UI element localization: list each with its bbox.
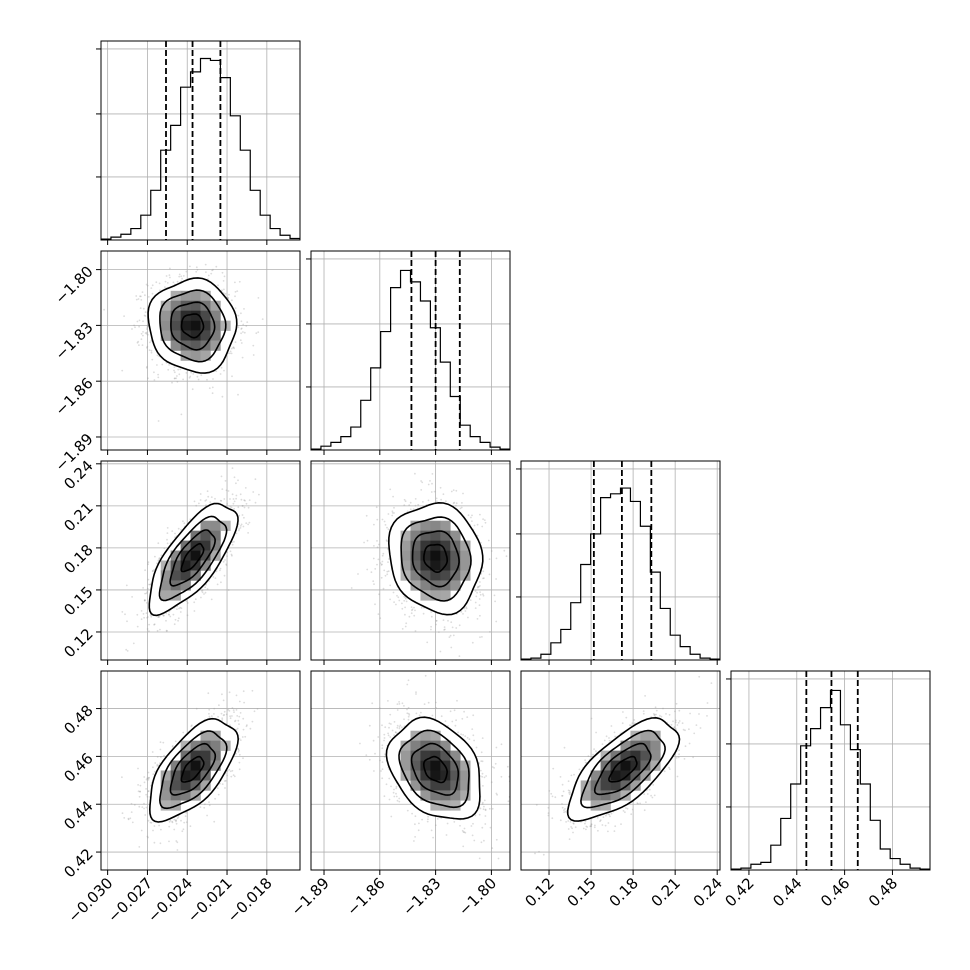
y-tick-label: −1.80 <box>51 263 96 308</box>
density-contour <box>147 277 238 374</box>
panel-frame <box>520 460 721 661</box>
density-contour <box>398 729 470 809</box>
panel-frame <box>310 250 511 451</box>
x-tick-label: −0.018 <box>224 874 276 926</box>
density-contour <box>423 543 448 574</box>
panel-3-3 <box>726 670 931 875</box>
density-contour <box>593 742 652 796</box>
histogram-bars <box>521 487 720 660</box>
x-tick-label: 0.18 <box>606 874 642 910</box>
panel-3-1 <box>310 670 511 875</box>
x-tick-label: −1.86 <box>343 874 388 919</box>
panel-3-0 <box>96 670 301 875</box>
x-tick-label: 0.42 <box>721 874 757 910</box>
x-tick-label: −1.80 <box>455 874 500 919</box>
density-contour <box>180 755 205 783</box>
x-tick-label: 0.21 <box>648 874 684 910</box>
panel-frame <box>520 670 721 871</box>
panel-frame <box>310 670 511 871</box>
density-contour <box>148 502 239 617</box>
panel-2-0 <box>96 460 301 665</box>
panel-frame <box>100 460 301 661</box>
density-contour <box>169 529 216 587</box>
panel-0-0 <box>96 40 301 245</box>
y-tick-label: 0.18 <box>60 541 96 577</box>
density-contour <box>385 716 481 820</box>
x-tick-label: 0.12 <box>522 874 558 910</box>
x-tick-label: 0.24 <box>690 874 726 910</box>
density-contour <box>158 515 228 602</box>
x-tick-label: 0.48 <box>865 874 901 910</box>
panel-frame <box>310 460 511 661</box>
density-contour <box>169 742 217 796</box>
corner-panels <box>96 40 931 875</box>
y-tick-label: −1.86 <box>51 374 96 419</box>
density-contour <box>159 289 227 363</box>
density-contour <box>180 313 205 339</box>
density-contour <box>180 542 205 573</box>
histogram-bars <box>101 57 300 240</box>
panel-frame <box>730 670 931 871</box>
x-tick-label: 0.44 <box>769 874 805 910</box>
y-tick-label: 0.46 <box>60 749 96 785</box>
y-tick-label: −1.83 <box>51 318 96 363</box>
x-tick-label: 0.15 <box>564 874 600 910</box>
density-contour <box>566 716 681 822</box>
y-tick-label: 0.15 <box>60 583 96 619</box>
y-tick-label: 0.12 <box>60 625 96 661</box>
y-tick-label: 0.48 <box>60 701 96 737</box>
histogram-bars <box>731 689 930 870</box>
density-cells <box>160 730 231 811</box>
density-contour <box>170 301 216 351</box>
density-contour <box>580 729 666 809</box>
panel-1-0 <box>96 250 301 455</box>
histogram-bars <box>311 269 510 450</box>
panel-frame <box>100 40 301 241</box>
density-contour <box>148 717 240 823</box>
density-contour <box>411 530 460 588</box>
panel-2-1 <box>310 460 511 665</box>
density-cells <box>160 520 231 601</box>
density-contour <box>410 742 460 796</box>
x-tick-label: −1.89 <box>288 874 333 919</box>
panel-frame <box>100 250 301 451</box>
y-tick-label: 0.21 <box>60 499 96 535</box>
density-contour <box>400 516 472 602</box>
panel-2-2 <box>516 460 721 665</box>
panel-1-1 <box>306 250 511 455</box>
panel-frame <box>100 670 301 871</box>
panel-3-2 <box>520 670 721 875</box>
x-tick-label: −1.83 <box>399 874 444 919</box>
density-contour <box>423 755 449 784</box>
density-contour <box>158 730 228 810</box>
density-contour <box>387 501 484 616</box>
density-contour <box>608 755 638 783</box>
y-tick-label: 0.44 <box>60 797 96 833</box>
x-tick-label: 0.46 <box>817 874 853 910</box>
y-tick-label: 0.42 <box>60 845 96 881</box>
